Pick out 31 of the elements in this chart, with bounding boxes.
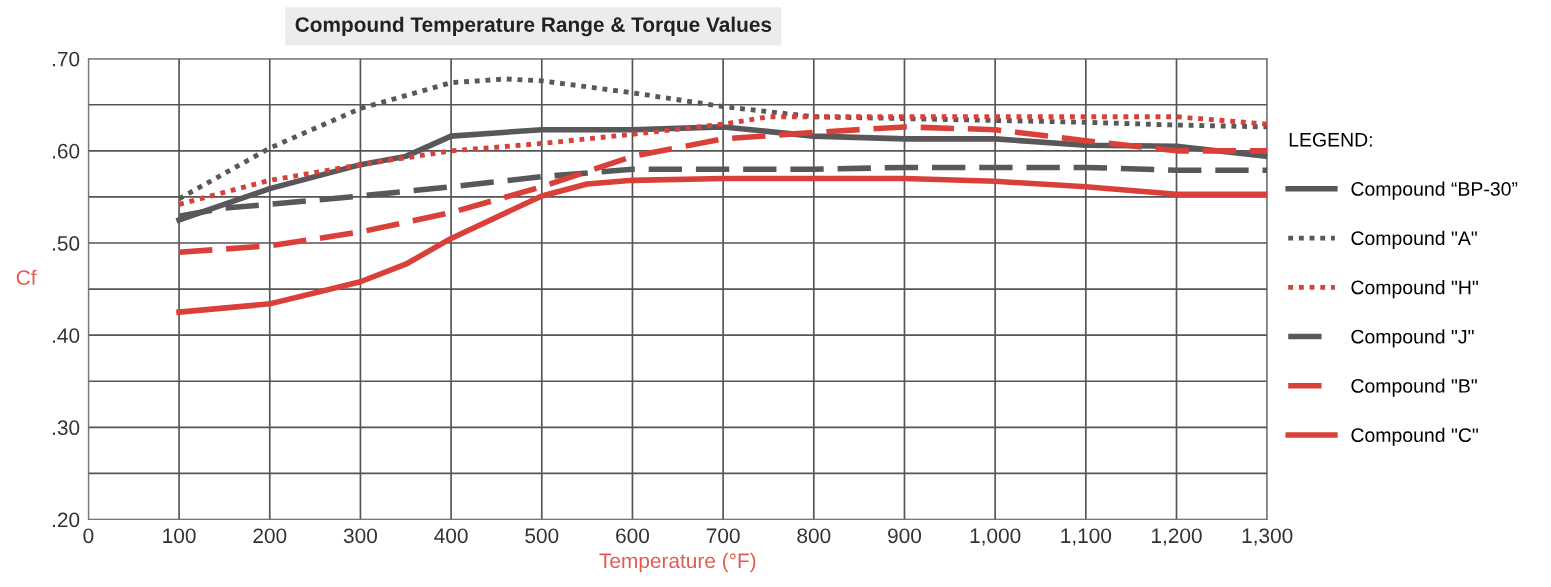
x-tick-label: 1,200 [1152,528,1202,546]
x-tick-label: 100 [163,528,196,544]
y-tick-label: .30 [53,420,80,436]
x-axis-title: Temperature (°F) [599,552,756,573]
y-tick-label: .40 [53,328,80,343]
x-tick-label: 600 [616,528,650,544]
x-tick-label: 400 [434,528,468,544]
x-tick-label: 500 [525,528,559,544]
y-tick-label: .70 [53,51,80,67]
line-series [176,114,1268,207]
legend-label: Compound "B" [1351,378,1477,397]
y-tick-label: .20 [53,512,80,528]
x-tick-label: 1,000 [970,528,1021,546]
legend-label: Compound "A" [1351,230,1477,249]
x-tick-label: 700 [706,528,740,544]
x-tick-label: 800 [797,528,831,544]
y-tick-label: .60 [53,143,80,159]
chart-title: Compound Temperature Range & Torque Values [295,16,772,37]
y-tick-label: .50 [53,236,80,251]
legend-title: LEGEND: [1289,132,1372,147]
legend-label: Compound "J" [1351,329,1474,348]
legend-label: Compound "H" [1351,280,1478,299]
x-tick-label: 900 [888,528,922,544]
legend-label: Compound “BP-30” [1351,181,1518,200]
x-tick-label: 1,300 [1242,528,1293,546]
x-tick-label: 1,100 [1061,528,1112,546]
x-tick-label: 200 [253,528,287,544]
y-axis-title: Cf [16,269,37,285]
legend-label: Compound "C" [1351,427,1478,446]
x-tick-label: 300 [343,528,377,544]
x-tick-label: 0 [83,528,94,544]
